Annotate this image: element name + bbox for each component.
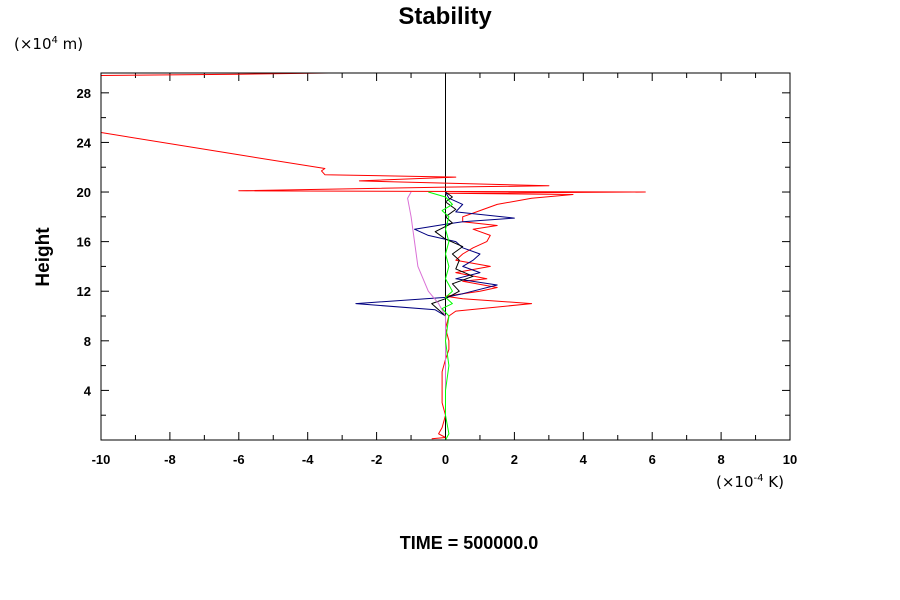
y-tick-label: 4 (84, 383, 92, 398)
time-label: TIME = 500000.0 (400, 533, 539, 553)
y-tick-label: 8 (84, 334, 91, 349)
x-tick-label: 6 (649, 452, 656, 467)
x-tick-label: 4 (580, 452, 588, 467)
series-line-3 (355, 191, 515, 438)
x-tick-label: 2 (511, 452, 518, 467)
series-line-4 (431, 191, 474, 438)
chart-title: Stability (398, 3, 492, 30)
x-tick-label: -10 (92, 452, 111, 467)
series-line-6 (428, 191, 453, 440)
x-tick-label: -8 (164, 452, 176, 467)
y-tick-label: 24 (77, 135, 92, 150)
y-tick-label: 12 (77, 284, 91, 299)
y-tick-label: 20 (77, 185, 91, 200)
y-unit-label: (×104 m) (14, 35, 83, 53)
y-axis-label: Height (33, 227, 54, 287)
series-line-5 (407, 191, 446, 416)
plot-frame (100, 72, 791, 441)
series-line-1 (101, 132, 646, 440)
series-group (101, 73, 646, 440)
x-tick-label: -4 (302, 452, 314, 467)
y-tick-label: 16 (77, 235, 91, 250)
x-tick-label: 10 (783, 452, 797, 467)
x-tick-label: 8 (717, 452, 724, 467)
x-tick-label: -2 (371, 452, 383, 467)
x-tick-label: 0 (442, 452, 449, 467)
series-line-2 (101, 73, 329, 76)
x-unit-label: (×10-4 K) (716, 473, 784, 491)
x-tick-label: -6 (233, 452, 245, 467)
y-tick-label: 28 (77, 86, 91, 101)
